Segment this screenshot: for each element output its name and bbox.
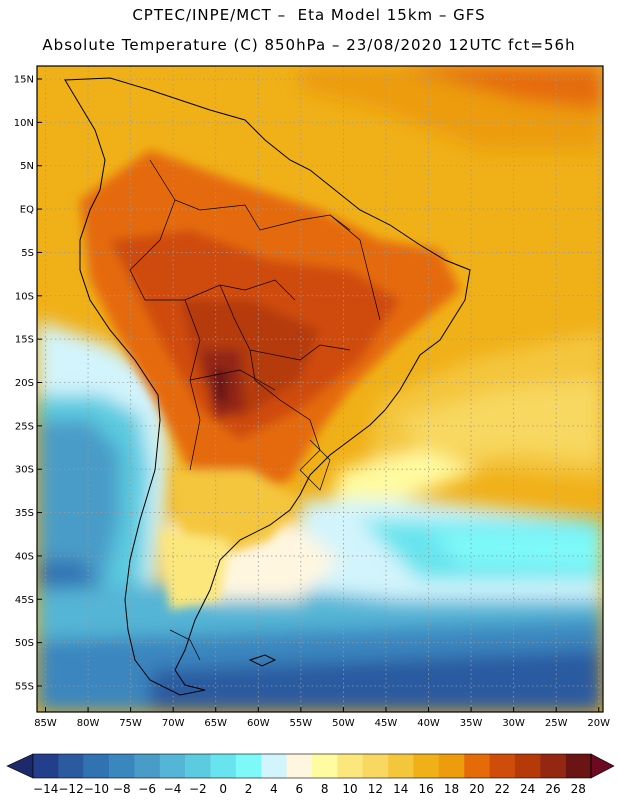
colorbar-label: 2 (245, 782, 253, 796)
colorbar-swatch (210, 754, 237, 778)
lon-tick-label: 50W (332, 718, 355, 729)
map-frame (36, 65, 604, 713)
lat-tick-label: 10N (14, 118, 34, 129)
lat-tick-label: 5N (20, 161, 34, 172)
colorbar-swatch (438, 754, 465, 778)
colorbar-label: 0 (219, 782, 227, 796)
lat-tick-label: 25S (15, 421, 34, 432)
lat-tick-label: EQ (20, 205, 34, 216)
colorbar-label: 24 (520, 782, 535, 796)
colorbar-label: 4 (270, 782, 278, 796)
colorbar-swatch (235, 754, 262, 778)
lat-tick-label: 45S (15, 595, 34, 606)
lat-tick-label: 55S (15, 681, 34, 692)
colorbar-label: 28 (571, 782, 586, 796)
country-borders (129, 159, 381, 661)
colorbar-swatch (134, 754, 161, 778)
colorbar-label: 22 (495, 782, 510, 796)
colorbar-swatch (261, 754, 287, 778)
colorbar-label: 6 (295, 782, 303, 796)
lat-tick-label: 15N (14, 75, 34, 86)
colorbar-label: 20 (469, 782, 484, 796)
colorbar-label: −8 (113, 782, 131, 796)
colorbar-label: −2 (189, 782, 207, 796)
lon-tick-label: 70W (162, 718, 185, 729)
lat-tick-label: 10S (15, 291, 34, 302)
colorbar-swatch (83, 754, 110, 778)
colorbar-swatch (540, 754, 566, 778)
lon-tick-label: 75W (119, 718, 142, 729)
colorbar-under-arrow (6, 753, 34, 779)
lon-tick-label: 85W (34, 718, 57, 729)
colorbar-swatch (565, 754, 592, 778)
colorbar-swatch (159, 754, 186, 778)
colorbar-swatch (312, 754, 338, 778)
colorbar-swatch (489, 754, 516, 778)
lat-tick-label: 50S (15, 638, 34, 649)
lat-tick-label: 40S (15, 551, 34, 562)
colorbar-swatch (58, 754, 84, 778)
colorbar-swatch (388, 754, 414, 778)
lat-tick-label: 20S (15, 378, 34, 389)
continent-warm-field (80, 150, 460, 610)
colorbar-swatch (286, 754, 313, 778)
lat-tick-label: 15S (15, 335, 34, 346)
colorbar-swatch (514, 754, 541, 778)
colorbar-label: −10 (84, 782, 109, 796)
lon-tick-label: 45W (375, 718, 398, 729)
map-title-line1: CPTEC/INPE/MCT – Eta Model 15km – GFS (132, 6, 486, 24)
temperature-field (37, 66, 603, 712)
lat-tick-label: 5S (21, 248, 34, 259)
lon-tick-label: 20W (587, 718, 610, 729)
lon-tick-label: 55W (290, 718, 313, 729)
colorbar-swatch (33, 754, 59, 778)
lon-tick-label: 25W (545, 718, 568, 729)
colorbar-label: 10 (342, 782, 357, 796)
lon-tick-label: 30W (502, 718, 525, 729)
colorbar-swatch (109, 754, 135, 778)
colorbar-label: −12 (58, 782, 83, 796)
colorbar-swatch (362, 754, 389, 778)
longitude-axis: 85W 80W 75W 70W 65W 60W 55W 50W 45W 40W 35W 30W 25W 2… (34, 707, 610, 729)
temperature-colorbar: −14 −12 −10 −8 −6 −4 −2 0 2 4 6 8 10 12 14 16 18 20 22 24 26… (6, 753, 615, 796)
colorbar-swatch (464, 754, 490, 778)
latitude-axis: 15N 10N 5N EQ 5S 10S 15S 20S 25S 30S 35S 40S 45S 50S 5… (14, 75, 42, 692)
lon-tick-label: 80W (77, 718, 100, 729)
lon-tick-label: 35W (460, 718, 483, 729)
lon-tick-label: 40W (417, 718, 440, 729)
colorbar-label: 18 (444, 782, 459, 796)
colorbar-label: 12 (368, 782, 383, 796)
colorbar-label: −4 (164, 782, 182, 796)
lon-tick-label: 65W (204, 718, 227, 729)
lon-tick-label: 60W (247, 718, 270, 729)
colorbar-label: 26 (545, 782, 560, 796)
colorbar-label: 16 (418, 782, 433, 796)
colorbar-swatch (413, 754, 440, 778)
colorbar-over-arrow (590, 753, 615, 779)
map-title-line2: Absolute Temperature (C) 850hPa – 23/08/… (42, 36, 576, 54)
colorbar-label: −14 (33, 782, 58, 796)
lat-tick-label: 35S (15, 508, 34, 519)
colorbar-swatch (337, 754, 363, 778)
colorbar-label: 8 (321, 782, 329, 796)
south-america-coastline (64, 77, 471, 696)
colorbar-label: 14 (393, 782, 408, 796)
lat-tick-label: 30S (15, 465, 34, 476)
colorbar-frame (32, 753, 592, 779)
colorbar-swatch (185, 754, 211, 778)
colorbar-label: −6 (138, 782, 156, 796)
